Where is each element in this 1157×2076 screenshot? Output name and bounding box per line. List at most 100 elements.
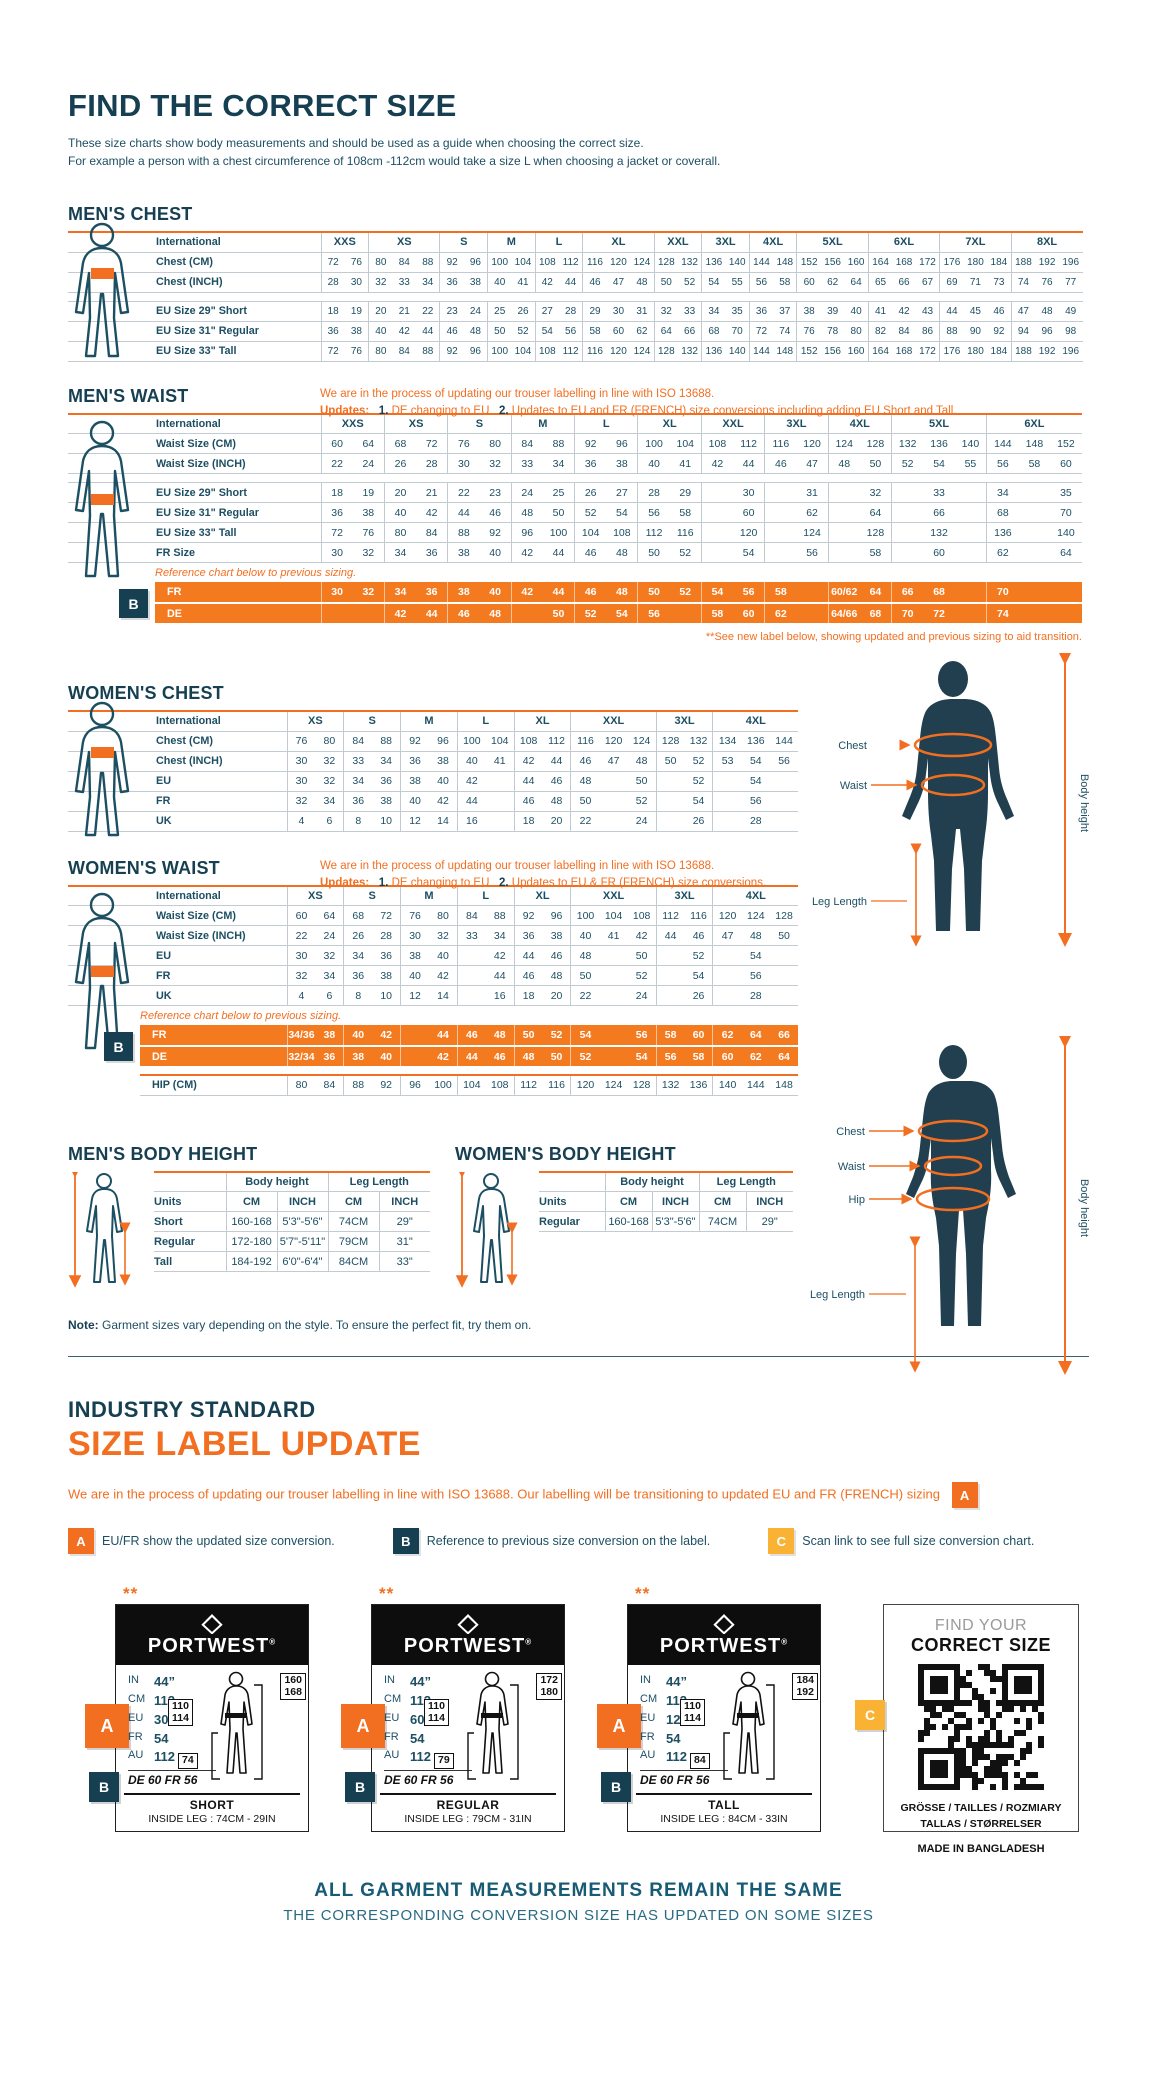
womens-waist-note: We are in the process of updating our tr… <box>320 858 800 894</box>
mens-chest-figure-icon <box>64 220 156 375</box>
badge-b-icon: B <box>392 1528 419 1554</box>
intro-line-2: For example a person with a chest circum… <box>68 154 721 168</box>
badge-a-icon: A <box>85 1704 129 1748</box>
womens-chest-table: International XS S M L XL XXL 3XL 4XL Chest (CM) 7… <box>68 710 799 832</box>
qr-card: FIND YOUR CORRECT SIZE GRÖSSE / TAILLES … <box>883 1604 1079 1855</box>
womens-waist-table: International XS S M L XL XXL 3XL 4XL Waist Size … <box>68 884 808 1006</box>
measurement-figures-panel: Chest Waist Leg Length Body height <box>803 651 1090 1381</box>
male-waist-label: Waist <box>840 780 867 792</box>
womens-waist-note-line1: We are in the process of updating our tr… <box>320 859 715 872</box>
table-row: EU Size 33" Tall 72 76 80 84 88 92 96 100 104 108 1… <box>68 341 1083 362</box>
label-figure-icon: 110 114 160 168 74 <box>168 1671 306 1789</box>
portwest-logo: PORTWEST® <box>372 1605 564 1665</box>
mens-waist-orange-table: FR 30 32 34 36 38 40 42 44 46 48 50 52 54 56 58 60/62 64… <box>155 582 1089 625</box>
previous-size-line: DE 60 FR 56 <box>640 1770 728 1787</box>
womens-chest-heading: WOMEN'S CHEST <box>68 683 224 703</box>
badge-a-icon: A <box>951 1482 978 1508</box>
portwest-logo: PORTWEST® <box>116 1605 308 1665</box>
garment-note: Note: Garment sizes vary depending on th… <box>68 1318 532 1332</box>
fit-name: REGULAR <box>436 1798 500 1812</box>
badge-a-icon: A <box>68 1528 94 1554</box>
table-row: FR 32 34 36 38 40 42 44 46 48 50 52 54 56 <box>68 965 799 986</box>
qr-code[interactable] <box>884 1664 1078 1795</box>
qr-languages: GRÖSSE / TAILLES / ROZMIARY TALLAS / STØ… <box>900 1802 1062 1830</box>
female-waist-label: Waist <box>838 1161 865 1173</box>
badge-c-icon: C <box>855 1700 885 1730</box>
waist-measure-box: 110 114 <box>424 1699 449 1727</box>
bottom-statement-line1: ALL GARMENT MEASUREMENTS REMAIN THE SAME <box>314 1880 843 1901</box>
table-row: Waist Size (INCH) 22 24 26 28 30 32 33 34 36 38 40 4… <box>68 925 799 946</box>
womens-waist-orange-table: FR 34/36 38 40 42 44 46 48 50 52 54 56 58 60 62 64 66 D… <box>140 1025 808 1068</box>
portwest-size-label-card: ** A B PORTWEST® IN 44” CM 112 EU 30 FR 54 AU 112 DE 6… <box>85 1584 309 1832</box>
section-mens-body-height: MEN'S BODY HEIGHT Body height Leg Length U… <box>68 1143 455 1288</box>
mens-waist-note-line1: We are in the process of updating our tr… <box>320 387 715 400</box>
height-measure-box: 184 192 <box>792 1673 818 1701</box>
table-row: UK 4 6 8 10 12 14 16 18 20 22 24 26 28 <box>68 985 799 1006</box>
portwest-size-label-card: ** A B PORTWEST® IN 44” CM 112 EU 60 FR 54 AU 112 DE 6… <box>341 1584 565 1832</box>
inside-leg-text: INSIDE LEG : 74CM - 29IN <box>148 1813 276 1825</box>
table-row: DE 32/34 36 38 40 42 44 46 48 50 52 54 56 58 60 62 64 <box>140 1046 799 1068</box>
badge-b-icon: B <box>345 1772 375 1802</box>
womens-waist-orange-table: FR 34/36 38 40 42 44 46 48 50 52 54 56 58 60 62 64 66 D… <box>140 1025 799 1068</box>
label-figure-icon: 110 114 184 192 84 <box>680 1671 818 1789</box>
badge-c-icon: C <box>768 1528 795 1554</box>
mens-body-height-figure-icon <box>68 1164 134 1295</box>
mens-waist-table: International XXS XS S M L XL XXL 3XL 4XL 5XL 6XL Wa… <box>68 412 1089 563</box>
table-row: FR 30 32 34 36 38 40 42 44 46 48 50 52 54 56 58 60/62 64… <box>155 582 1082 604</box>
table-row: Regular 160-168 5'3"-5'6" 74CM 29" <box>539 1211 793 1232</box>
table-row: EU Size 29" Short 18 19 20 21 22 23 24 25 26 27 28 2… <box>68 482 1082 503</box>
fit-name: TALL <box>708 1798 740 1812</box>
mens-body-height-heading: MEN'S BODY HEIGHT <box>68 1143 258 1164</box>
table-row: FR Size 30 32 34 36 38 40 42 44 46 48 50 52 54 56 58… <box>68 542 1082 563</box>
badge-b-icon: B <box>89 1772 119 1802</box>
stars-marker: ** <box>123 1584 139 1603</box>
industry-paragraph: We are in the process of updating our tr… <box>68 1482 1089 1508</box>
womens-body-height-table: Body height Leg Length Units CM INCH CM INCH Re… <box>539 1170 793 1232</box>
height-measure-box: 160 168 <box>280 1673 306 1701</box>
bottom-statement-line2: THE CORRESPONDING CONVERSION SIZE HAS UP… <box>283 1907 874 1924</box>
mens-waist-figure-icon <box>64 418 156 595</box>
label-cards-row: ** A B PORTWEST® IN 44” CM 112 EU 30 FR 54 AU 112 DE 6… <box>85 1584 1089 1855</box>
waist-measure-box: 110 114 <box>680 1699 705 1727</box>
portwest-logo: PORTWEST® <box>628 1605 820 1665</box>
table-row: Chest (INCH) 28 30 32 33 34 36 38 40 41 42 44 46 47 48… <box>68 272 1083 293</box>
previous-size-line: DE 60 FR 56 <box>128 1770 216 1787</box>
table-row: EU 30 32 34 36 38 40 42 44 46 48 50 52 54 <box>68 771 799 792</box>
male-chest-label: Chest <box>838 740 867 752</box>
womens-hip-table: HIP (CM) 80 84 88 92 96 100 104 108 112 116 120 124 1… <box>140 1074 799 1096</box>
qr-card-line2: CORRECT SIZE <box>910 1635 1051 1655</box>
table-row: EU Size 29" Short 18 19 20 21 22 23 24 25 26 27 28 2… <box>68 301 1083 322</box>
section-womens-body-height: WOMEN'S BODY HEIGHT Body height Leg Lengt… <box>455 1144 793 1288</box>
table-row: EU Size 31" Regular 36 38 40 42 44 46 48 50 52 54 5… <box>68 321 1083 342</box>
mens-waist-table: International XXS XS S M L XL XXL 3XL 4XL 5XL 6XL Wa… <box>68 412 1082 563</box>
mens-chest-table: International XXS XS S M L XL XXL 3XL 4XL 5XL 6XL 7X… <box>68 231 1083 362</box>
womens-body-height-figure-icon <box>455 1164 521 1295</box>
inside-leg-text: INSIDE LEG : 84CM - 33IN <box>660 1813 788 1825</box>
male-body-height-label: Body height <box>1078 774 1089 832</box>
table-row: DE 42 44 46 48 50 52 54 56 58 60 62 64/66 68 70 72 … <box>155 603 1082 625</box>
legend-item-b: B Reference to previous size conversion … <box>392 1528 710 1554</box>
qr-card-line1: FIND YOUR <box>934 1617 1028 1634</box>
qr-card-wrap: C FIND YOUR CORRECT SIZE GRÖSSE / TAILLE… <box>855 1604 1079 1855</box>
badge-a-icon: A <box>341 1704 385 1748</box>
legend-item-a: A EU/FR show the updated size conversion… <box>68 1528 335 1554</box>
intro-text: These size charts show body measurements… <box>68 134 1089 170</box>
table-row: FR 32 34 36 38 40 42 44 46 48 50 52 54 56 <box>68 791 799 812</box>
table-row: Waist Size (INCH) 22 24 26 28 30 32 33 34 36 38 40 4… <box>68 453 1082 474</box>
table-row: UK 4 6 8 10 12 14 16 18 20 22 24 26 28 <box>68 811 799 832</box>
table-row: Tall 184-192 6'0"-6'4" 84CM 33" <box>154 1251 430 1272</box>
leg-measure-box: 84 <box>690 1753 710 1769</box>
portwest-size-label-card: ** A B PORTWEST® IN 44” CM 112 EU 120 FR 54 AU 112 DE … <box>597 1584 821 1832</box>
womens-hip-table: HIP (CM) 80 84 88 92 96 100 104 108 112 116 120 124 1… <box>140 1074 808 1096</box>
fit-name: SHORT <box>189 1798 235 1812</box>
womens-waist-note-line2: Updates: 1. DE changing to EU 2. Updates… <box>320 877 767 890</box>
male-measurement-figure: Chest Waist Leg Length Body height <box>812 651 1090 947</box>
mens-waist-orange-table: FR 30 32 34 36 38 40 42 44 46 48 50 52 54 56 58 60/62 64… <box>155 582 1082 625</box>
table-row: Waist Size (CM) 60 64 68 72 76 80 84 88 92 96 100 10… <box>68 433 1082 454</box>
stars-marker: ** <box>635 1584 651 1603</box>
body-height-row: MEN'S BODY HEIGHT Body height Leg Length U… <box>68 1143 808 1288</box>
womens-waist-previous-sizing: B FR 34/36 38 40 42 44 46 48 50 52 54 56 58 60 62 64 6… <box>104 1025 808 1068</box>
legend-row: A EU/FR show the updated size conversion… <box>68 1528 1089 1554</box>
womens-chest-figure-icon <box>64 699 156 854</box>
